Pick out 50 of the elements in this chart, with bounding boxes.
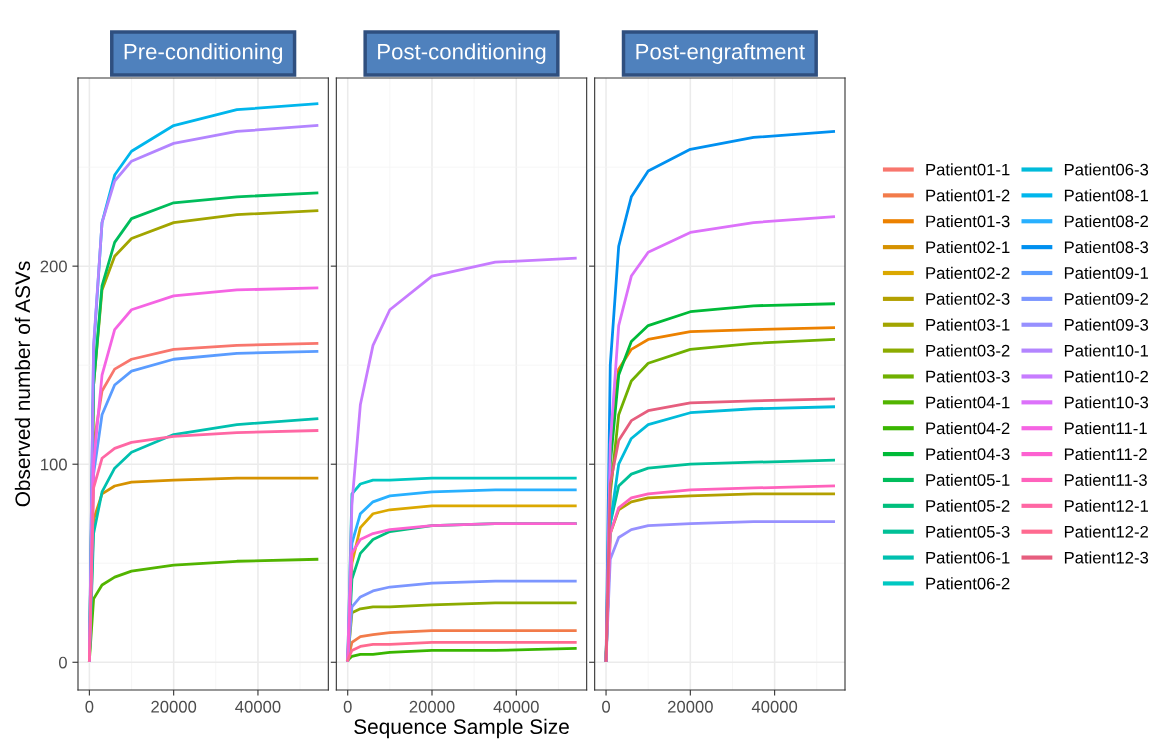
legend-label: Patient12-1 — [1064, 499, 1149, 512]
legend-label: Patient02-1 — [926, 240, 1010, 254]
chart-title: Post-engraftment — [636, 43, 805, 64]
legend-label: Patient05-3 — [926, 525, 1010, 538]
legend-label: Patient11-3 — [1064, 473, 1147, 486]
legend-label: Patient08-3 — [1064, 240, 1149, 254]
y-axis-title: Observed number of ASVs — [14, 261, 31, 507]
legend-label: Patient06-2 — [926, 577, 1010, 590]
y-tick-label: 100 — [41, 458, 67, 471]
legend-label: Patient10-3 — [1064, 396, 1149, 409]
legend-label: Patient02-2 — [926, 266, 1010, 279]
legend-label: Patient08-2 — [1064, 215, 1148, 228]
legend-label: Patient12-2 — [1064, 525, 1148, 538]
legend-label: Patient05-1 — [926, 473, 1010, 486]
y-tick-label: 200 — [40, 260, 67, 273]
x-tick-label: 0 — [602, 700, 611, 713]
chart-title: Post-conditioning — [378, 43, 546, 64]
legend-label: Patient04-1 — [926, 396, 1010, 409]
legend-label: Patient03-1 — [926, 318, 1010, 331]
legend-label: Patient01-2 — [926, 189, 1010, 202]
legend-label: Patient08-1 — [1064, 189, 1149, 202]
x-tick-label: 20000 — [668, 700, 713, 713]
y-tick-label: 0 — [58, 656, 67, 669]
legend-label: Patient01-3 — [926, 215, 1010, 228]
x-tick-label: 40000 — [751, 700, 798, 713]
legend-label: Patient09-1 — [1064, 266, 1149, 279]
legend-label: Patient06-1 — [926, 551, 1010, 564]
legend-label: Patient01-1 — [926, 163, 1010, 176]
x-axis-title: Sequence Sample Size — [354, 718, 569, 739]
legend-label: Patient02-3 — [926, 292, 1010, 305]
legend-label: Patient05-2 — [926, 499, 1010, 512]
x-tick-label: 20000 — [151, 700, 197, 713]
legend-label: Patient04-2 — [926, 421, 1010, 435]
legend-label: Patient11-1 — [1064, 421, 1147, 435]
x-tick-label: 40000 — [235, 700, 281, 713]
legend-label: Patient04-3 — [926, 447, 1010, 461]
x-tick-label: 40000 — [493, 700, 539, 713]
x-tick-label: 20000 — [409, 700, 455, 713]
legend-label: Patient09-3 — [1064, 318, 1149, 331]
legend-label: Patient09-2 — [1064, 292, 1148, 305]
legend-label: Patient03-2 — [926, 344, 1010, 357]
legend-label: Patient10-1 — [1064, 344, 1149, 357]
x-tick-label: 0 — [85, 700, 94, 713]
legend-label: Patient10-2 — [1064, 370, 1148, 383]
x-tick-label: 0 — [343, 700, 352, 713]
legend-label: Patient03-3 — [926, 370, 1010, 383]
legend-label: Patient06-3 — [1064, 163, 1149, 176]
chart-title: Pre-conditioning — [124, 43, 283, 64]
legend-label: Patient12-3 — [1064, 551, 1149, 564]
legend-label: Patient11-2 — [1064, 447, 1147, 461]
